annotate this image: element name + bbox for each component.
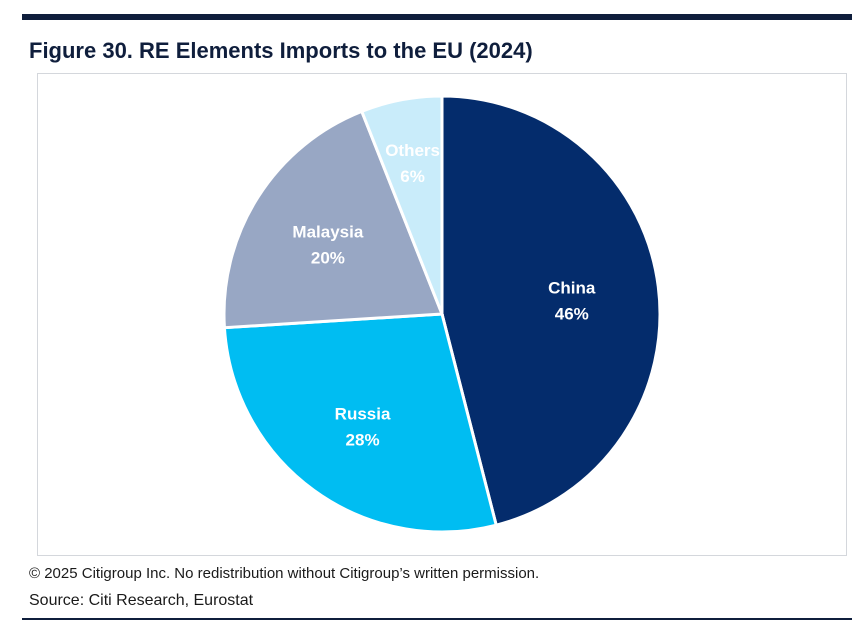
slice-value-malaysia: 20% bbox=[311, 249, 345, 268]
top-rule bbox=[22, 14, 852, 20]
pie-slice-russia bbox=[222, 312, 499, 534]
slice-value-others: 6% bbox=[400, 167, 425, 186]
slice-value-russia: 28% bbox=[346, 430, 380, 449]
bottom-rule bbox=[22, 618, 852, 620]
pie-slice-others bbox=[359, 94, 444, 315]
figure-title: Figure 30. RE Elements Imports to the EU… bbox=[29, 38, 533, 63]
pie-slice-china bbox=[440, 94, 662, 527]
pie-slice-malaysia bbox=[222, 109, 445, 330]
source-note: Source: Citi Research, Eurostat bbox=[29, 592, 254, 609]
slice-label-malaysia: Malaysia bbox=[292, 223, 363, 242]
slice-label-china: China bbox=[548, 279, 596, 298]
slice-value-china: 46% bbox=[555, 305, 589, 324]
slice-label-russia: Russia bbox=[335, 404, 391, 423]
chart-frame bbox=[37, 73, 847, 556]
copyright-note: © 2025 Citigroup Inc. No redistribution … bbox=[29, 565, 540, 582]
slice-label-others: Others bbox=[385, 141, 440, 160]
